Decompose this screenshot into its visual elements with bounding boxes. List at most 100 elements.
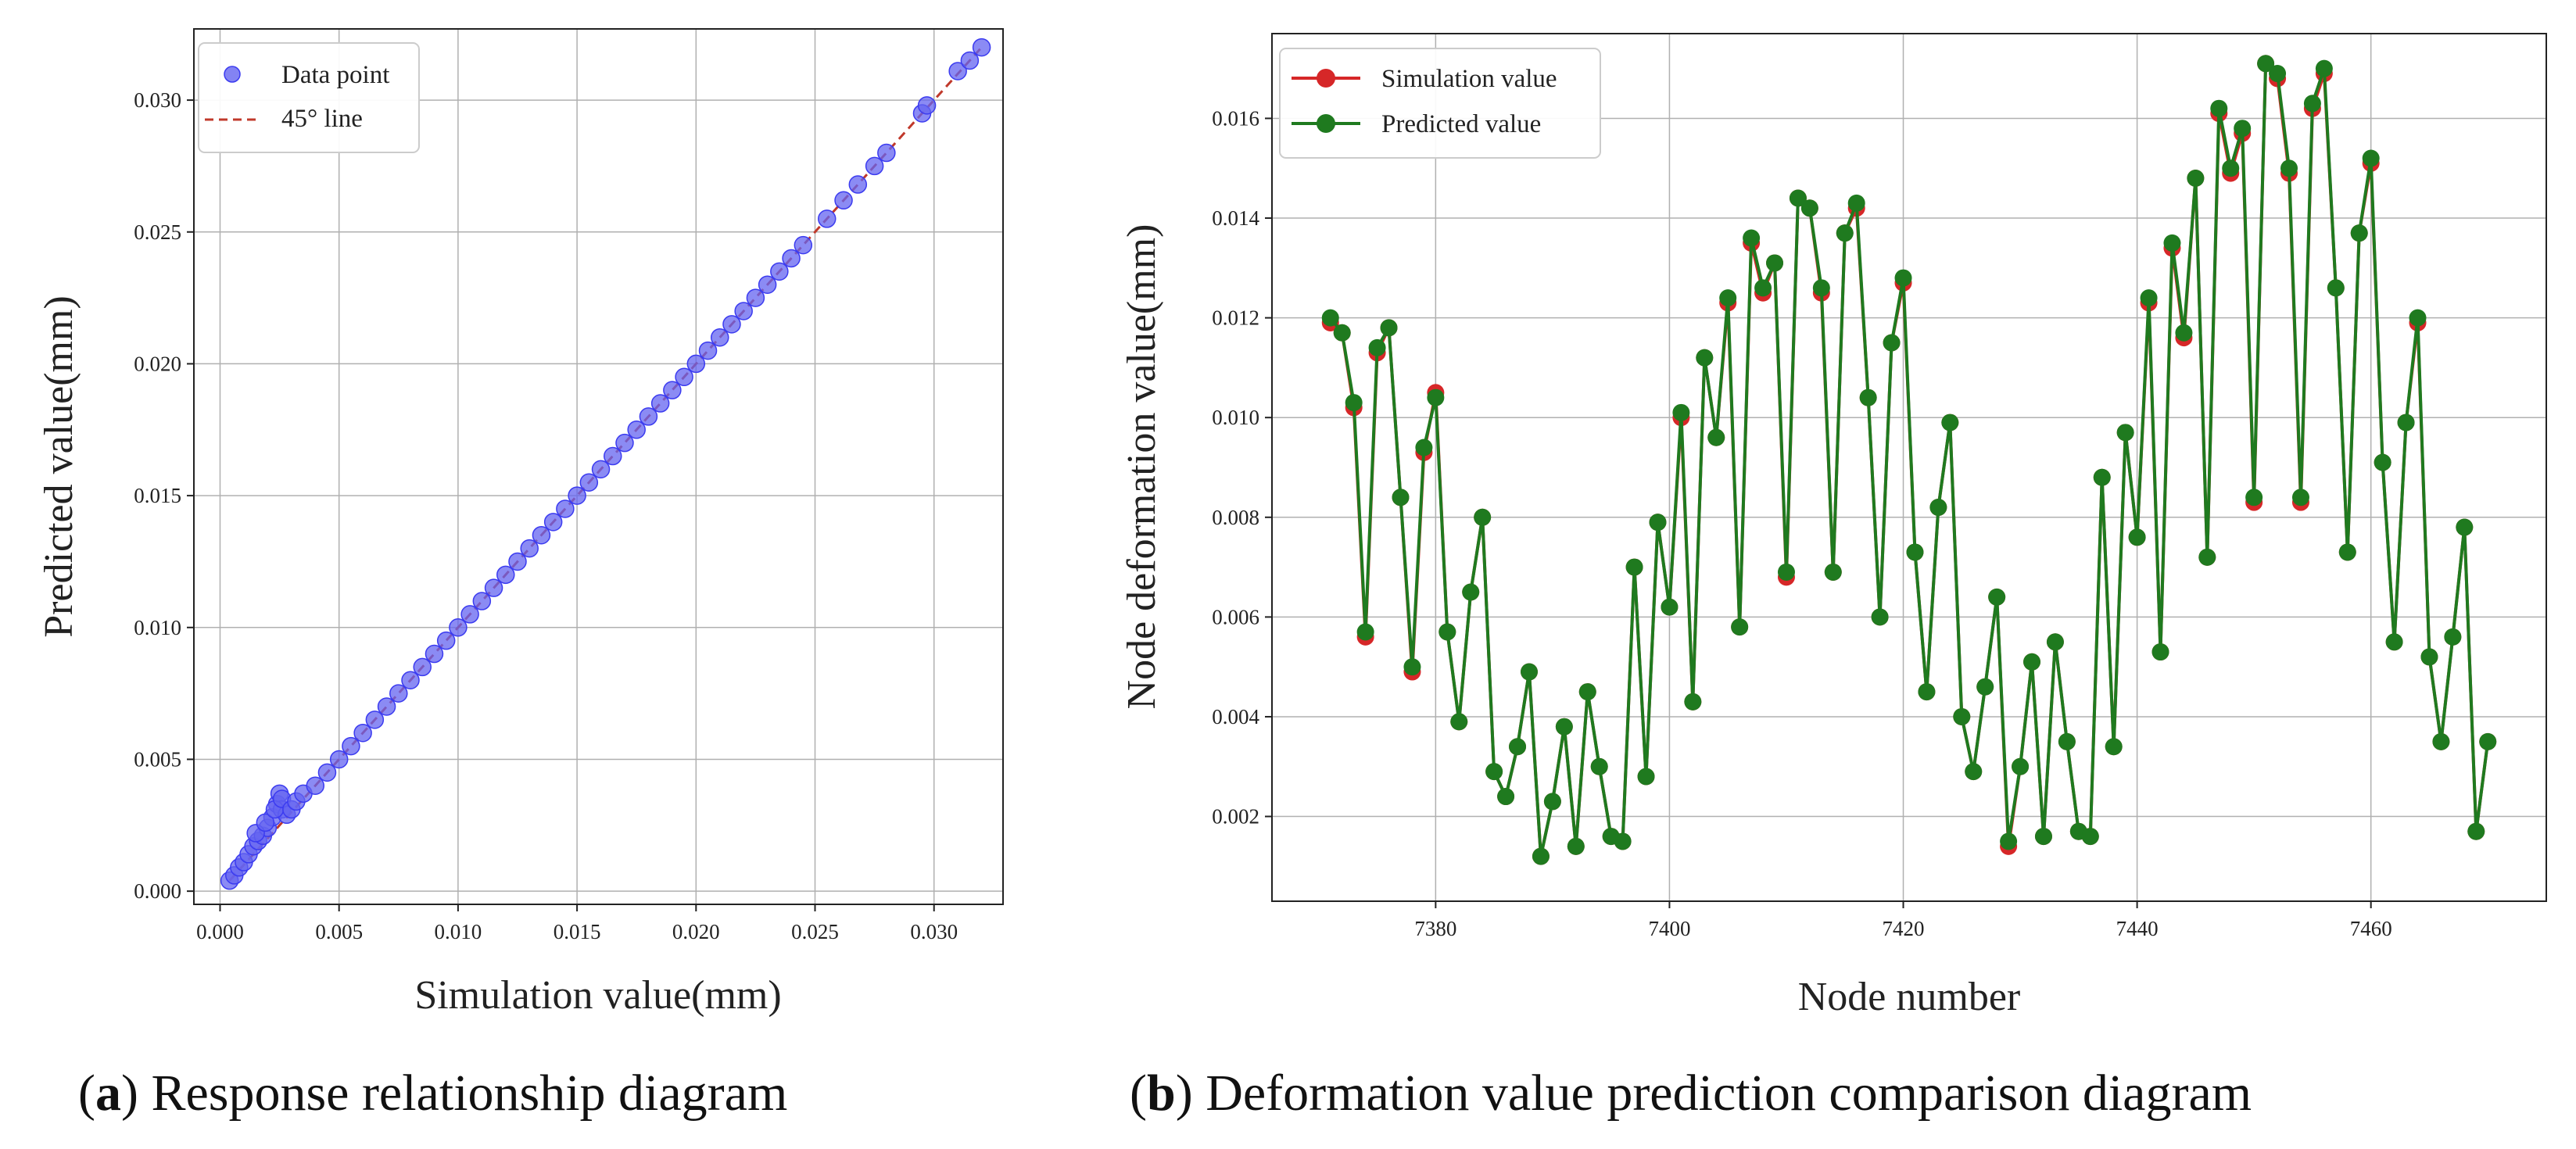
chart-b-legend-predicted-label: Predicted value (1381, 110, 1541, 138)
chart-a-data-point (329, 750, 349, 769)
chart-b-predicted-point (1743, 229, 1761, 247)
chart-b-predicted-point (2187, 170, 2205, 187)
chart-a-x-tick-label: 0.025 (791, 920, 839, 943)
chart-b-predicted-point (2234, 120, 2252, 138)
chart-b-predicted-point (1333, 324, 1351, 342)
chart-b-legend-simulation-label: Simulation value (1381, 65, 1557, 93)
chart-b-predicted-point (2315, 59, 2333, 77)
chart-a-y-tick-label: 0.000 (134, 879, 181, 903)
chart-a-data-point (848, 175, 868, 194)
chart-b-predicted-point (1415, 438, 1433, 456)
chart-b-y-ticks: 0.002 0.004 0.006 0.008 0.010 0.012 0.014 0.016 (1212, 106, 1272, 829)
chart-b-y-tick-label: 0.004 (1212, 705, 1259, 728)
chart-b-predicted-point (1356, 623, 1374, 641)
chart-a-y-tick-label: 0.005 (134, 747, 181, 771)
chart-a-data-point (365, 711, 385, 729)
chart-b-predicted-point (1789, 189, 1807, 207)
chart-b-predicted-point (1812, 279, 1830, 297)
chart-a-data-point (425, 644, 444, 664)
caption-b-letter: b (1147, 1065, 1176, 1122)
chart-a-data-point (460, 605, 479, 624)
chart-b-predicted-line (1329, 62, 2490, 858)
chart-b-predicted-point (2046, 633, 2064, 651)
chart-b-predicted-point (1754, 279, 1772, 297)
chart-a-data-point (746, 288, 765, 307)
chart-b-predicted-point (1824, 563, 1842, 581)
chart-b-predicted-point (1894, 269, 1912, 287)
chart-b-predicted-point (2420, 648, 2438, 666)
chart-b-predicted-point (1672, 403, 1690, 421)
chart-b-predicted-point (2327, 279, 2345, 297)
chart-b-predicted-point (2151, 643, 2169, 661)
chart-b-predicted-point (2198, 548, 2216, 566)
chart-b-predicted-point (1614, 832, 1632, 850)
chart-b-predicted-point (1800, 199, 1818, 217)
chart-b-legend: Simulation value Predicted value (1279, 48, 1601, 159)
chart-a-data-point (342, 736, 360, 756)
chart-a-data-point (591, 460, 611, 479)
chart-b-predicted-point (1707, 428, 1725, 446)
chart-a-legend-data-point-marker (224, 66, 241, 83)
chart-b-predicted-point (1871, 608, 1889, 626)
chart-a-data-point (877, 143, 896, 163)
chart-b-predicted-point (1941, 413, 1959, 431)
chart-a-data-point (401, 671, 420, 690)
chart-a-data-point (650, 394, 670, 413)
chart-b-predicted-point (1368, 338, 1386, 356)
chart-b-predicted-point (1543, 793, 1561, 811)
chart-a-data-point (675, 367, 693, 387)
chart-b-predicted-point (1883, 334, 1901, 352)
chart-b-predicted-point (1637, 768, 1655, 786)
chart-b-predicted-point (2140, 289, 2158, 307)
chart-a-data-point (722, 315, 741, 334)
chart-a-data-point (794, 235, 813, 255)
chart-a-data-point (711, 328, 729, 347)
chart-a-data-point (627, 421, 646, 439)
chart-a-y-tick-label: 0.030 (134, 88, 181, 112)
chart-a-y-tick-label: 0.020 (134, 352, 181, 375)
chart-b-predicted-point (1450, 713, 1468, 731)
chart-b-predicted-point (2350, 224, 2368, 242)
chart-a-data-point (663, 381, 682, 399)
chart-b-predicted-point (2012, 757, 2030, 775)
chart-a-data-point (306, 776, 324, 795)
chart-b-y-tick-label: 0.002 (1212, 805, 1259, 829)
chart-a-data-point (389, 684, 408, 703)
chart-b-predicted-point (2479, 732, 2497, 750)
chart-b-y-tick-label: 0.014 (1212, 206, 1259, 230)
chart-b-predicted-point (2338, 543, 2356, 561)
chart-a-x-tick-label: 0.015 (554, 920, 601, 943)
chart-a-data-point (834, 191, 853, 210)
chart-a-data-point (782, 249, 801, 268)
chart-b-predicted-point (2269, 65, 2287, 83)
chart-b-predicted-point (2222, 159, 2240, 177)
chart-a-data-point (615, 433, 634, 453)
chart-b-predicted-point (1719, 289, 1737, 307)
chart-b-x-tick-label: 7460 (2350, 917, 2392, 940)
chart-b-legend-simulation-marker (1317, 69, 1335, 88)
chart-a-frame (193, 28, 1004, 905)
chart-a-data-point (532, 525, 551, 545)
chart-b-predicted-point (2128, 528, 2146, 546)
chart-b-y-tick-label: 0.008 (1212, 506, 1259, 529)
chart-b-predicted-point (2105, 738, 2123, 756)
chart-b-predicted-point (2362, 149, 2380, 167)
chart-b-predicted-point (1567, 837, 1585, 855)
chart-a-data-point (353, 723, 372, 743)
chart-b-predicted-point (1555, 718, 1573, 736)
caption-a-letter: a (95, 1065, 121, 1122)
chart-a-data-point (817, 209, 837, 228)
chart-a-y-tick-label: 0.025 (134, 220, 181, 244)
chart-a-data-point (960, 51, 980, 70)
chart-b-predicted-point (2409, 309, 2427, 327)
chart-b-predicted-point (1380, 319, 1398, 337)
chart-b-predicted-point (2034, 828, 2052, 846)
chart-b-predicted-point (1777, 563, 1795, 581)
chart-a-data-point (472, 592, 492, 610)
chart-b-predicted-point (2291, 489, 2309, 506)
chart-b-x-tick-label: 7400 (1648, 917, 1690, 940)
chart-b-predicted-point (1859, 388, 1877, 406)
chart-a-data-point (377, 697, 396, 716)
chart-b-predicted-point (1906, 543, 1924, 561)
